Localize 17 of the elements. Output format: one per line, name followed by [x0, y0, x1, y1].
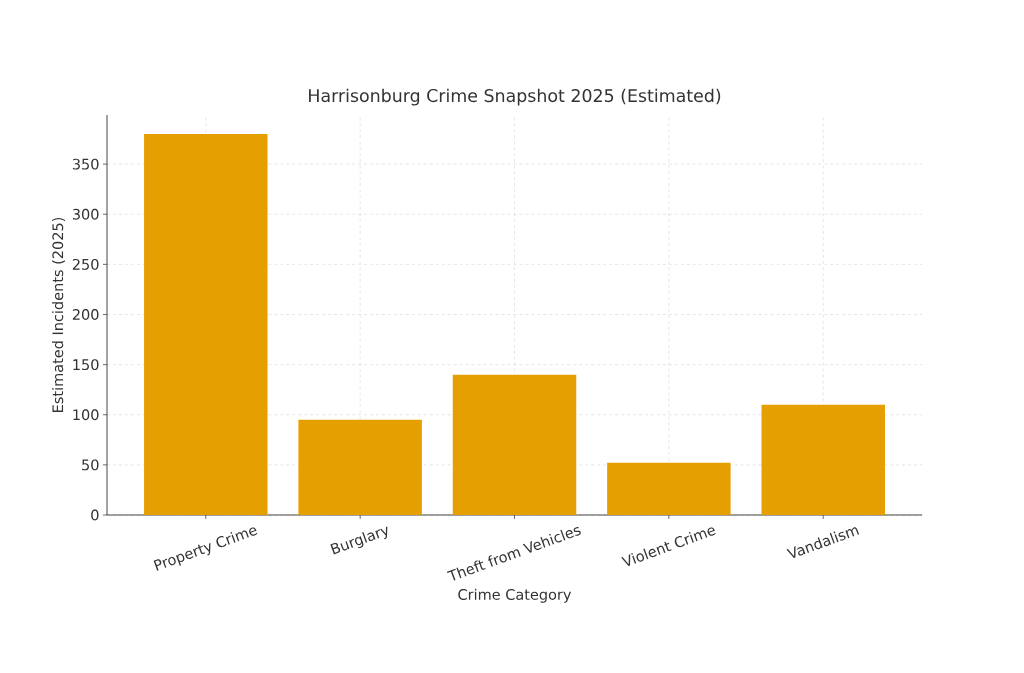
y-tick-label: 350 — [72, 158, 99, 170]
y-tick-label: 250 — [72, 258, 99, 270]
bar — [607, 462, 731, 515]
y-tick-label: 50 — [82, 459, 99, 471]
y-tick-label: 100 — [73, 409, 99, 421]
chart-title: Harrisonburg Crime Snapshot 2025 (Estimated) — [309, 88, 721, 106]
y-tick-label: 0 — [91, 509, 99, 521]
bar — [298, 419, 422, 515]
y-axis-title: Estimated Incidents (2025) — [52, 217, 65, 412]
bar — [761, 404, 885, 515]
bar — [452, 374, 577, 515]
x-tick-label: Violent Crime — [621, 527, 716, 566]
x-axis-title: Crime Category — [458, 588, 572, 603]
y-tick-label: 150 — [73, 359, 99, 371]
bar — [144, 134, 268, 515]
y-tick-label: 300 — [72, 208, 99, 220]
y-tick-label: 200 — [72, 309, 99, 320]
